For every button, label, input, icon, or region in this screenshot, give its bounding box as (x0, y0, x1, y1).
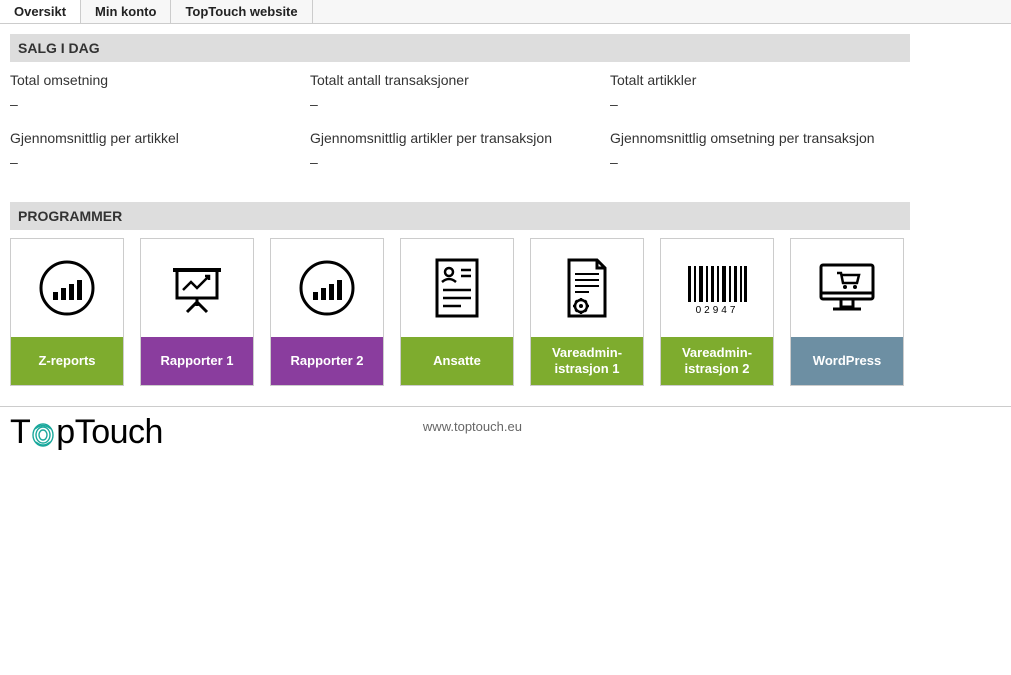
stat-label: Gjennomsnittlig per artikkel (10, 128, 310, 148)
ecommerce-monitor-icon (791, 239, 903, 337)
tile-label: Vareadmin-istrasjon 2 (661, 337, 773, 385)
svg-text:02947: 02947 (696, 305, 739, 316)
doc-gear-icon (531, 239, 643, 337)
footer-url: www.toptouch.eu (423, 413, 522, 434)
top-nav: OversiktMin kontoTopTouch website (0, 0, 1011, 24)
tile-label: Ansatte (401, 337, 513, 385)
stat-value: – (610, 94, 910, 124)
program-tile-z-reports[interactable]: Z-reports (10, 238, 124, 386)
tile-label: Vareadmin-istrasjon 1 (531, 337, 643, 385)
stat-label: Gjennomsnittlig omsetning per transaksjo… (610, 128, 910, 148)
tile-label: Rapporter 1 (141, 337, 253, 385)
stat-value: – (310, 94, 610, 124)
program-tile-rapporter-2[interactable]: Rapporter 2 (270, 238, 384, 386)
chart-circle-icon (11, 239, 123, 337)
program-tile-ansatte[interactable]: Ansatte (400, 238, 514, 386)
section-header-sales: SALG I DAG (10, 34, 910, 62)
program-tile-rapporter-1[interactable]: Rapporter 1 (140, 238, 254, 386)
tile-label: Z-reports (11, 337, 123, 385)
sales-stats-grid: Total omsetningTotalt antall transaksjon… (10, 70, 1001, 182)
stat-value: – (310, 152, 610, 182)
stat-label: Totalt artikkler (610, 70, 910, 90)
logo-text-prefix: T (10, 413, 30, 452)
brand-logo: T pTouch (10, 413, 163, 452)
fingerprint-icon (30, 418, 56, 448)
program-tiles: Z-reports Rapporter 1 Rapporter 2 Ansatt… (10, 238, 1001, 386)
program-tile-wordpress[interactable]: WordPress (790, 238, 904, 386)
nav-tab-2[interactable]: TopTouch website (171, 0, 312, 23)
employee-doc-icon (401, 239, 513, 337)
tile-label: Rapporter 2 (271, 337, 383, 385)
stat-value: – (10, 152, 310, 182)
presentation-icon (141, 239, 253, 337)
stat-label: Total omsetning (10, 70, 310, 90)
barcode-icon: 02947 (661, 239, 773, 337)
stat-label: Gjennomsnittlig artikler per transaksjon (310, 128, 610, 148)
stat-value: – (610, 152, 910, 182)
program-tile-vareadmin-istrasjon-2[interactable]: 02947 Vareadmin-istrasjon 2 (660, 238, 774, 386)
content-area: SALG I DAG Total omsetningTotalt antall … (0, 24, 1011, 386)
logo-text-suffix: pTouch (56, 413, 163, 452)
chart-circle-icon (271, 239, 383, 337)
nav-tab-1[interactable]: Min konto (81, 0, 171, 23)
program-tile-vareadmin-istrasjon-1[interactable]: Vareadmin-istrasjon 1 (530, 238, 644, 386)
stat-value: – (10, 94, 310, 124)
nav-tab-0[interactable]: Oversikt (0, 0, 81, 23)
section-header-programs: PROGRAMMER (10, 202, 910, 230)
stat-label: Totalt antall transaksjoner (310, 70, 610, 90)
tile-label: WordPress (791, 337, 903, 385)
footer: T pTouch www.toptouch.eu (0, 406, 1011, 472)
